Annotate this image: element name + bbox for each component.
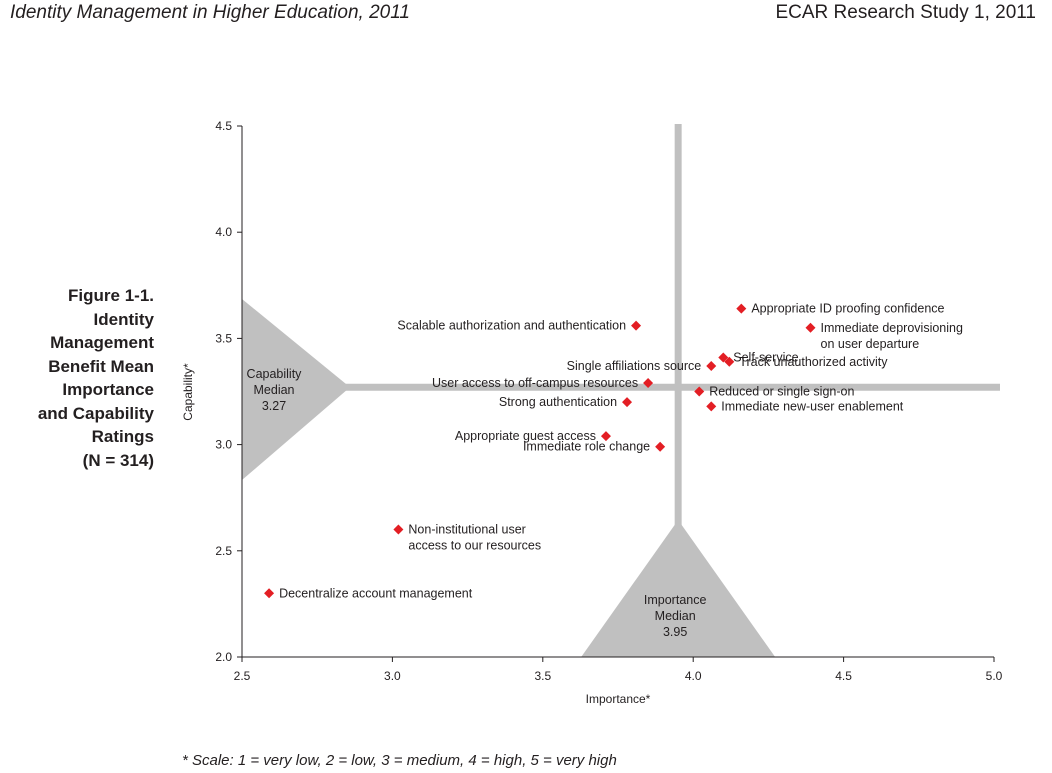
header-title: Identity Management in Higher Education,… <box>10 2 410 23</box>
capability-median-triangle <box>242 299 350 480</box>
scale-footnote: * Scale: 1 = very low, 2 = low, 3 = medi… <box>182 752 617 769</box>
median-layer: Importance Median 3.95 Capability Median 3.27 <box>242 124 1000 657</box>
data-point-label: on user departure <box>821 337 920 351</box>
header-study: ECAR Research Study 1, 2011 <box>775 2 1036 23</box>
data-point-marker <box>718 352 729 363</box>
x-tick-label: 4.0 <box>685 669 702 683</box>
data-point-marker <box>643 378 654 389</box>
capability-median-label: Capability <box>247 367 303 381</box>
data-point-marker <box>694 386 705 397</box>
y-tick-label: 2.5 <box>215 544 232 558</box>
y-tick-label: 4.5 <box>215 119 232 133</box>
data-point-label: User access to off-campus resources <box>432 376 638 390</box>
data-point-marker <box>706 361 717 372</box>
data-point-label: Appropriate guest access <box>455 429 596 443</box>
y-tick-label: 4.0 <box>215 225 232 239</box>
data-point-marker <box>600 431 611 442</box>
data-point-label: Scalable authorization and authenticatio… <box>397 319 626 333</box>
data-point-label: Immediate new-user enablement <box>721 399 904 413</box>
axes-layer: 2.5 3.0 3.5 4.0 4.5 5.02.02.53.03.54.04.5Impo… <box>181 119 1003 706</box>
data-point-label: Reduced or single sign-on <box>709 385 854 399</box>
data-point-label: Strong authentication <box>499 395 617 409</box>
figure-caption: Figure 1-1. Identity Management Benefit … <box>37 286 154 470</box>
x-tick-label: 3.5 <box>534 669 551 683</box>
capability-median-label: Median <box>254 383 295 397</box>
data-point-label: Immediate role change <box>523 440 650 454</box>
data-point-marker <box>393 524 404 535</box>
data-point-marker <box>264 588 275 599</box>
data-point-label: Single affiliations source <box>567 359 702 373</box>
importance-median-label: Importance <box>644 593 707 607</box>
data-point-label: Immediate deprovisioning <box>821 321 963 335</box>
data-point-label: Track unauthorized activity <box>739 355 888 369</box>
data-point-label: Decentralize account management <box>279 586 473 600</box>
x-tick-label: 5.0 <box>986 669 1003 683</box>
data-point-label: access to our resources <box>408 539 541 553</box>
x-tick-label: 3.0 <box>384 669 401 683</box>
data-point-label: Appropriate ID proofing confidence <box>751 302 944 316</box>
data-point-marker <box>631 320 642 331</box>
data-point-marker <box>622 397 633 408</box>
data-point-marker <box>706 401 717 412</box>
data-point-marker <box>805 322 816 333</box>
data-point-marker <box>655 441 666 452</box>
x-tick-label: 4.5 <box>835 669 852 683</box>
data-point-marker <box>724 356 735 367</box>
importance-median-label: 3.95 <box>663 625 687 639</box>
data-point-label: Self-service <box>733 351 798 365</box>
y-axis-title: Capability* <box>181 363 195 421</box>
x-tick-label: 2.5 <box>234 669 251 683</box>
y-tick-label: 3.5 <box>215 331 232 345</box>
importance-median-triangle <box>581 520 776 657</box>
points-layer: Appropriate ID proofing confidence Immedi… <box>264 302 963 600</box>
capability-median-label: 3.27 <box>262 399 286 413</box>
importance-median-label: Median <box>655 609 696 623</box>
y-tick-label: 2.0 <box>215 650 232 664</box>
data-point-label: Non-institutional user <box>408 523 525 537</box>
x-axis-title: Importance* <box>586 692 651 706</box>
data-point-marker <box>736 303 747 314</box>
y-tick-label: 3.0 <box>215 438 232 452</box>
